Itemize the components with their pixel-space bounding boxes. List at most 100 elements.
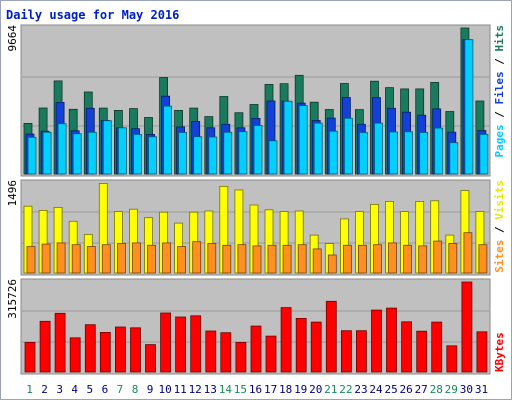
bar-pages-16 <box>253 125 263 175</box>
x-tick-day-20: 20 <box>309 383 322 396</box>
bar-pages-27 <box>419 132 429 175</box>
bar-kbytes-14 <box>220 332 232 373</box>
bar-pages-5 <box>87 131 97 175</box>
bar-sites-13 <box>207 243 217 274</box>
bar-pages-1 <box>27 136 37 175</box>
bar-sites-11 <box>177 246 187 274</box>
bar-pages-19 <box>298 105 308 175</box>
bar-pages-2 <box>42 131 52 175</box>
x-tick-day-3: 3 <box>56 383 63 396</box>
bar-sites-3 <box>56 242 66 274</box>
panel1-ymax-label: 1496 <box>6 180 19 207</box>
x-tick-day-11: 11 <box>174 383 187 396</box>
bar-kbytes-25 <box>386 307 397 373</box>
bar-pages-30 <box>464 39 474 175</box>
x-tick-day-25: 25 <box>384 383 397 396</box>
bar-kbytes-31 <box>476 331 488 373</box>
bar-kbytes-26 <box>401 321 413 373</box>
bar-kbytes-21 <box>325 300 337 373</box>
legend-kbytes: KBytes <box>493 332 506 372</box>
bar-pages-4 <box>72 133 82 175</box>
bar-pages-13 <box>208 136 218 175</box>
x-tick-day-16: 16 <box>249 383 262 396</box>
bar-sites-20 <box>312 248 322 274</box>
x-tick-day-6: 6 <box>102 383 109 396</box>
bar-sites-17 <box>267 244 277 274</box>
bar-pages-28 <box>434 127 444 175</box>
bar-pages-14 <box>223 131 233 175</box>
bar-kbytes-3 <box>54 312 66 373</box>
bar-sites-31 <box>478 244 488 274</box>
bar-sites-18 <box>282 244 292 274</box>
bar-sites-24 <box>373 244 382 274</box>
bar-pages-24 <box>374 122 383 175</box>
panel2-legend: KBytes <box>493 332 506 372</box>
bar-kbytes-20 <box>310 321 322 373</box>
bar-sites-2 <box>41 243 51 274</box>
bar-pages-31 <box>479 133 489 175</box>
bar-kbytes-12 <box>190 315 202 373</box>
bar-kbytes-28 <box>431 321 443 373</box>
bar-kbytes-6 <box>99 331 111 373</box>
bar-kbytes-7 <box>115 326 126 373</box>
bar-kbytes-18 <box>280 307 292 373</box>
bar-sites-15 <box>237 244 247 274</box>
bar-sites-6 <box>101 244 111 274</box>
bar-pages-25 <box>389 131 398 175</box>
bar-pages-29 <box>449 142 459 175</box>
x-tick-day-22: 22 <box>339 383 352 396</box>
bar-sites-12 <box>192 241 202 274</box>
bar-pages-20 <box>313 122 323 175</box>
x-tick-day-21: 21 <box>324 383 337 396</box>
bar-sites-26 <box>403 244 413 274</box>
x-tick-day-7: 7 <box>117 383 124 396</box>
pages-files-hits-panel: 9664 Pages / Files / Hits <box>6 24 506 177</box>
x-tick-day-26: 26 <box>399 383 412 396</box>
bar-kbytes-2 <box>39 320 51 373</box>
x-tick-day-23: 23 <box>354 383 367 396</box>
bar-pages-9 <box>148 136 157 175</box>
bar-pages-23 <box>358 132 368 175</box>
x-tick-day-4: 4 <box>71 383 78 396</box>
x-tick-day-14: 14 <box>219 383 233 396</box>
bar-sites-5 <box>86 246 96 274</box>
bar-kbytes-5 <box>84 324 96 373</box>
legend-hits: Hits <box>493 25 506 52</box>
x-tick-day-1: 1 <box>26 383 33 396</box>
bar-kbytes-24 <box>371 309 382 373</box>
bar-kbytes-1 <box>24 341 36 373</box>
bar-pages-11 <box>178 132 188 175</box>
panel0-ymax-label: 9664 <box>6 25 19 52</box>
bar-kbytes-29 <box>446 345 458 373</box>
bar-sites-23 <box>357 244 367 274</box>
bar-pages-22 <box>343 117 353 175</box>
panel2-ymax-label: 315726 <box>6 279 19 319</box>
x-tick-day-19: 19 <box>294 383 307 396</box>
kbytes-panel: 315726 KBytes <box>6 278 506 375</box>
x-tick-day-12: 12 <box>189 383 202 396</box>
bar-sites-8 <box>132 242 141 274</box>
bar-sites-14 <box>222 244 232 274</box>
bar-pages-3 <box>57 123 67 175</box>
bar-kbytes-10 <box>160 312 172 373</box>
sites-visits-panel: 1496 Sites / Visits <box>6 179 506 276</box>
bar-pages-21 <box>328 130 338 175</box>
bar-sites-29 <box>448 243 458 274</box>
bar-sites-30 <box>463 232 473 274</box>
bar-pages-15 <box>238 131 248 175</box>
bar-sites-21 <box>327 254 337 274</box>
bar-kbytes-19 <box>295 317 307 373</box>
bar-kbytes-15 <box>235 341 247 373</box>
bar-kbytes-11 <box>175 316 187 373</box>
bar-pages-17 <box>268 140 278 175</box>
bar-kbytes-27 <box>416 330 428 373</box>
bar-pages-10 <box>163 105 173 175</box>
x-tick-day-24: 24 <box>369 383 383 396</box>
bar-pages-7 <box>118 127 127 175</box>
x-tick-day-18: 18 <box>279 383 292 396</box>
x-tick-day-8: 8 <box>132 383 139 396</box>
legend-visits: Visits <box>493 180 506 220</box>
x-tick-day-15: 15 <box>234 383 247 396</box>
bar-kbytes-30 <box>461 281 473 373</box>
